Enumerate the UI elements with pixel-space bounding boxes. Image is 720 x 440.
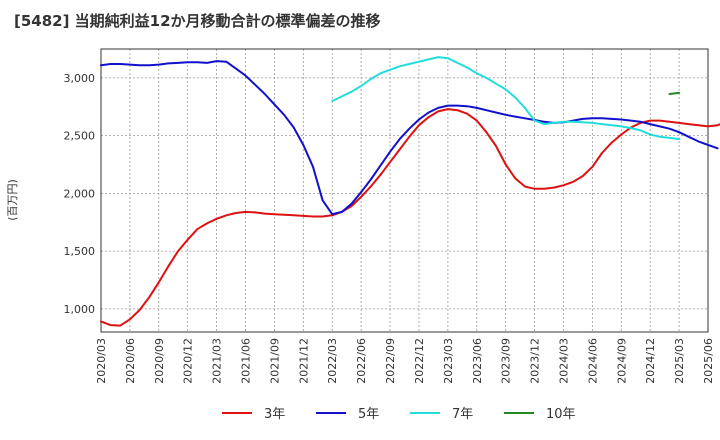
series-layer <box>100 56 720 327</box>
x-tick-label: 2020/09 <box>153 338 166 384</box>
series-line-7年 <box>331 56 681 141</box>
plot-border <box>100 48 709 333</box>
x-tick-label: 2025/06 <box>702 338 715 384</box>
legend-label-10年: 10年 <box>546 407 576 422</box>
series-line-10年 <box>668 91 681 95</box>
x-tick-label: 2021/03 <box>211 338 224 384</box>
plot-background <box>101 49 708 332</box>
y-tick-label: 2,500 <box>64 130 96 143</box>
x-tick-label: 2023/03 <box>442 338 455 384</box>
legend-label-7年: 7年 <box>452 407 473 422</box>
x-tick-label: 2024/06 <box>586 338 599 384</box>
legend-label-5年: 5年 <box>358 407 379 422</box>
x-tick-label: 2024/09 <box>615 338 628 384</box>
y-tick-label: 3,000 <box>64 72 96 85</box>
y-tick-label: 2,000 <box>64 187 96 200</box>
x-tick-label: 2021/06 <box>240 338 253 384</box>
x-tick-label: 2024/03 <box>557 338 570 384</box>
y-axis-label: (百万円) <box>6 179 19 221</box>
x-tick-label: 2020/03 <box>95 338 108 384</box>
x-tick-label: 2024/12 <box>644 338 657 384</box>
x-tick-label: 2023/09 <box>500 338 513 384</box>
x-tick-label: 2022/06 <box>355 338 368 384</box>
series-line-5年 <box>100 60 719 216</box>
x-tick-label: 2023/12 <box>529 338 542 384</box>
x-tick-label: 2021/12 <box>297 338 310 384</box>
y-tick-label: 1,500 <box>64 245 96 258</box>
chart-title: [5482] 当期純利益12か月移動合計の標準偏差の推移 <box>14 12 381 30</box>
x-tick-label: 2025/03 <box>673 338 686 384</box>
x-tick-label: 2020/12 <box>182 338 195 384</box>
x-tick-label: 2023/06 <box>471 338 484 384</box>
x-tick-label: 2020/06 <box>124 338 137 384</box>
legend-label-3年: 3年 <box>264 407 285 422</box>
y-tick-label: 1,000 <box>64 303 96 316</box>
legend: 3年 5年 7年 10年 <box>222 407 576 422</box>
axis-layer: 1,000 1,500 2,000 2,500 3,000 2020/03 2020/06 2… <box>64 72 716 384</box>
x-tick-label: 2022/03 <box>326 338 339 384</box>
x-tick-label: 2022/09 <box>384 338 397 384</box>
x-tick-label: 2021/09 <box>268 338 281 384</box>
series-line-3年 <box>100 108 720 327</box>
x-tick-label: 2022/12 <box>413 338 426 384</box>
